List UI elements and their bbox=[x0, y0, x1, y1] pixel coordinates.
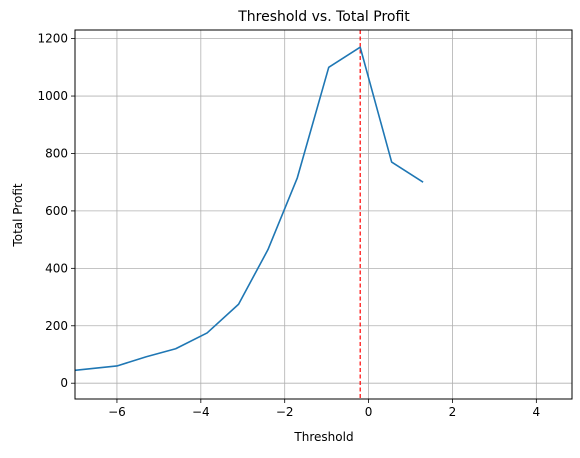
y-axis-title: Total Profit bbox=[11, 183, 25, 247]
y-tick-label: 200 bbox=[45, 319, 68, 333]
y-tick-label: 600 bbox=[45, 204, 68, 218]
x-tick-label: −6 bbox=[108, 405, 126, 419]
profit-series-line bbox=[74, 46, 424, 372]
x-tick-label: 2 bbox=[449, 405, 457, 419]
chart-title: Threshold vs. Total Profit bbox=[237, 9, 410, 25]
y-tick-label: 1200 bbox=[37, 32, 68, 46]
y-tick-label: 800 bbox=[45, 146, 68, 160]
y-axis: 0 200 400 600 800 1000 1200 bbox=[37, 32, 75, 390]
y-tick-label: 1000 bbox=[37, 89, 68, 103]
plot-frame bbox=[74, 29, 573, 400]
x-tick-label: 0 bbox=[365, 405, 373, 419]
x-axis: −6 −4 −2 0 2 4 bbox=[108, 399, 540, 419]
y-tick-label: 400 bbox=[45, 261, 68, 275]
series-layer bbox=[74, 46, 424, 372]
x-tick-label: 4 bbox=[533, 405, 541, 419]
x-axis-title: Threshold bbox=[293, 430, 353, 444]
x-tick-label: −4 bbox=[192, 405, 210, 419]
y-tick-label: 0 bbox=[60, 376, 68, 390]
grid bbox=[75, 30, 572, 399]
x-tick-label: −2 bbox=[276, 405, 294, 419]
